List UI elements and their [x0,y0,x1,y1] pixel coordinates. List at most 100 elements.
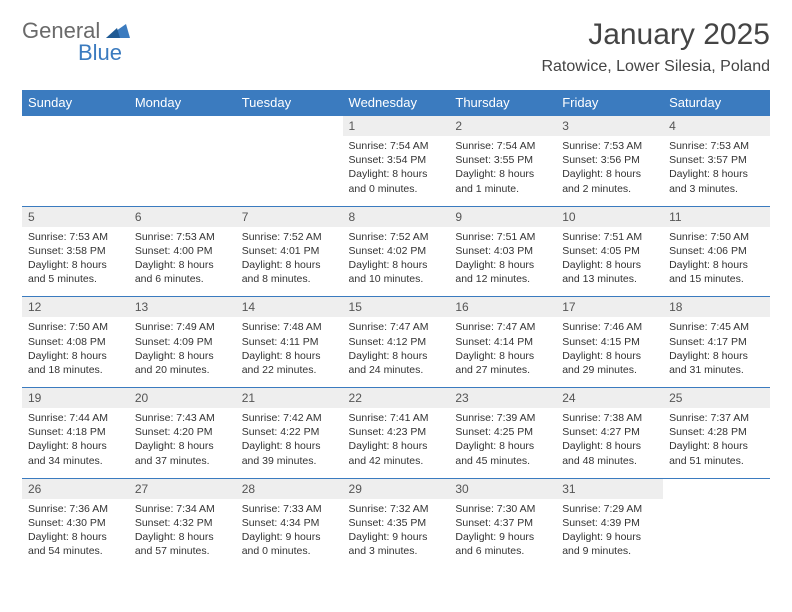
sunrise-line: Sunrise: 7:41 AM [349,411,444,425]
day-number: 13 [129,297,236,318]
content-row: Sunrise: 7:54 AMSunset: 3:54 PMDaylight:… [22,136,770,206]
day-number: 30 [449,478,556,499]
sunrise-line: Sunrise: 7:52 AM [349,230,444,244]
daylight-line: Daylight: 8 hours and 8 minutes. [242,258,337,286]
day-number: 27 [129,478,236,499]
daylight-line: Daylight: 8 hours and 31 minutes. [669,349,764,377]
sunset-line: Sunset: 4:05 PM [562,244,657,258]
daylight-line: Daylight: 8 hours and 54 minutes. [28,530,123,558]
day-cell: Sunrise: 7:36 AMSunset: 4:30 PMDaylight:… [22,499,129,569]
daylight-line: Daylight: 8 hours and 0 minutes. [349,167,444,195]
sunrise-line: Sunrise: 7:53 AM [562,139,657,153]
title-block: January 2025 Ratowice, Lower Silesia, Po… [541,18,770,76]
daylight-line: Daylight: 8 hours and 27 minutes. [455,349,550,377]
day-cell: Sunrise: 7:44 AMSunset: 4:18 PMDaylight:… [22,408,129,478]
day-cell: Sunrise: 7:43 AMSunset: 4:20 PMDaylight:… [129,408,236,478]
day-cell: Sunrise: 7:29 AMSunset: 4:39 PMDaylight:… [556,499,663,569]
daylight-line: Daylight: 8 hours and 37 minutes. [135,439,230,467]
sunset-line: Sunset: 4:20 PM [135,425,230,439]
day-cell: Sunrise: 7:53 AMSunset: 4:00 PMDaylight:… [129,227,236,297]
empty-daynum [236,116,343,137]
day-number: 21 [236,388,343,409]
day-number: 14 [236,297,343,318]
sunrise-line: Sunrise: 7:53 AM [28,230,123,244]
sunrise-line: Sunrise: 7:36 AM [28,502,123,516]
daylight-line: Daylight: 8 hours and 12 minutes. [455,258,550,286]
calendar-body: 1234Sunrise: 7:54 AMSunset: 3:54 PMDayli… [22,116,770,569]
weekday-header: Saturday [663,90,770,116]
daylight-line: Daylight: 8 hours and 18 minutes. [28,349,123,377]
sunset-line: Sunset: 4:03 PM [455,244,550,258]
daylight-line: Daylight: 8 hours and 22 minutes. [242,349,337,377]
empty-daynum [663,478,770,499]
day-cell: Sunrise: 7:32 AMSunset: 4:35 PMDaylight:… [343,499,450,569]
daylight-line: Daylight: 8 hours and 15 minutes. [669,258,764,286]
sunrise-line: Sunrise: 7:53 AM [135,230,230,244]
sunset-line: Sunset: 4:22 PM [242,425,337,439]
sunrise-line: Sunrise: 7:53 AM [669,139,764,153]
daynum-row: 19202122232425 [22,388,770,409]
daylight-line: Daylight: 8 hours and 34 minutes. [28,439,123,467]
sunrise-line: Sunrise: 7:37 AM [669,411,764,425]
empty-cell [22,136,129,206]
day-cell: Sunrise: 7:47 AMSunset: 4:12 PMDaylight:… [343,317,450,387]
day-number: 6 [129,206,236,227]
daynum-row: 1234 [22,116,770,137]
daylight-line: Daylight: 8 hours and 24 minutes. [349,349,444,377]
sunset-line: Sunset: 4:30 PM [28,516,123,530]
day-number: 31 [556,478,663,499]
daylight-line: Daylight: 9 hours and 3 minutes. [349,530,444,558]
sunrise-line: Sunrise: 7:42 AM [242,411,337,425]
day-cell: Sunrise: 7:53 AMSunset: 3:56 PMDaylight:… [556,136,663,206]
day-number: 7 [236,206,343,227]
empty-daynum [129,116,236,137]
day-number: 11 [663,206,770,227]
day-number: 5 [22,206,129,227]
sunset-line: Sunset: 4:11 PM [242,335,337,349]
daylight-line: Daylight: 8 hours and 6 minutes. [135,258,230,286]
sunrise-line: Sunrise: 7:54 AM [455,139,550,153]
page-title: January 2025 [541,18,770,52]
sunrise-line: Sunrise: 7:46 AM [562,320,657,334]
sunset-line: Sunset: 4:39 PM [562,516,657,530]
day-number: 1 [343,116,450,137]
sunrise-line: Sunrise: 7:52 AM [242,230,337,244]
daylight-line: Daylight: 8 hours and 1 minute. [455,167,550,195]
sunset-line: Sunset: 4:01 PM [242,244,337,258]
weekday-header: Thursday [449,90,556,116]
day-number: 29 [343,478,450,499]
sunset-line: Sunset: 4:25 PM [455,425,550,439]
sunset-line: Sunset: 4:00 PM [135,244,230,258]
day-cell: Sunrise: 7:46 AMSunset: 4:15 PMDaylight:… [556,317,663,387]
empty-daynum [22,116,129,137]
sunrise-line: Sunrise: 7:32 AM [349,502,444,516]
weekday-header: Tuesday [236,90,343,116]
daynum-row: 262728293031 [22,478,770,499]
day-cell: Sunrise: 7:50 AMSunset: 4:08 PMDaylight:… [22,317,129,387]
sunset-line: Sunset: 4:34 PM [242,516,337,530]
day-number: 22 [343,388,450,409]
sunrise-line: Sunrise: 7:34 AM [135,502,230,516]
day-cell: Sunrise: 7:37 AMSunset: 4:28 PMDaylight:… [663,408,770,478]
day-cell: Sunrise: 7:34 AMSunset: 4:32 PMDaylight:… [129,499,236,569]
location-text: Ratowice, Lower Silesia, Poland [541,58,770,76]
content-row: Sunrise: 7:36 AMSunset: 4:30 PMDaylight:… [22,499,770,569]
sunrise-line: Sunrise: 7:50 AM [669,230,764,244]
day-number: 24 [556,388,663,409]
weekday-header-row: SundayMondayTuesdayWednesdayThursdayFrid… [22,90,770,116]
day-cell: Sunrise: 7:48 AMSunset: 4:11 PMDaylight:… [236,317,343,387]
sunset-line: Sunset: 4:17 PM [669,335,764,349]
day-cell: Sunrise: 7:54 AMSunset: 3:55 PMDaylight:… [449,136,556,206]
day-cell: Sunrise: 7:47 AMSunset: 4:14 PMDaylight:… [449,317,556,387]
daylight-line: Daylight: 8 hours and 3 minutes. [669,167,764,195]
day-cell: Sunrise: 7:33 AMSunset: 4:34 PMDaylight:… [236,499,343,569]
day-number: 9 [449,206,556,227]
sunrise-line: Sunrise: 7:51 AM [455,230,550,244]
sunset-line: Sunset: 4:18 PM [28,425,123,439]
daynum-row: 567891011 [22,206,770,227]
daylight-line: Daylight: 9 hours and 9 minutes. [562,530,657,558]
sunset-line: Sunset: 3:57 PM [669,153,764,167]
day-number: 3 [556,116,663,137]
sunrise-line: Sunrise: 7:30 AM [455,502,550,516]
daynum-row: 12131415161718 [22,297,770,318]
